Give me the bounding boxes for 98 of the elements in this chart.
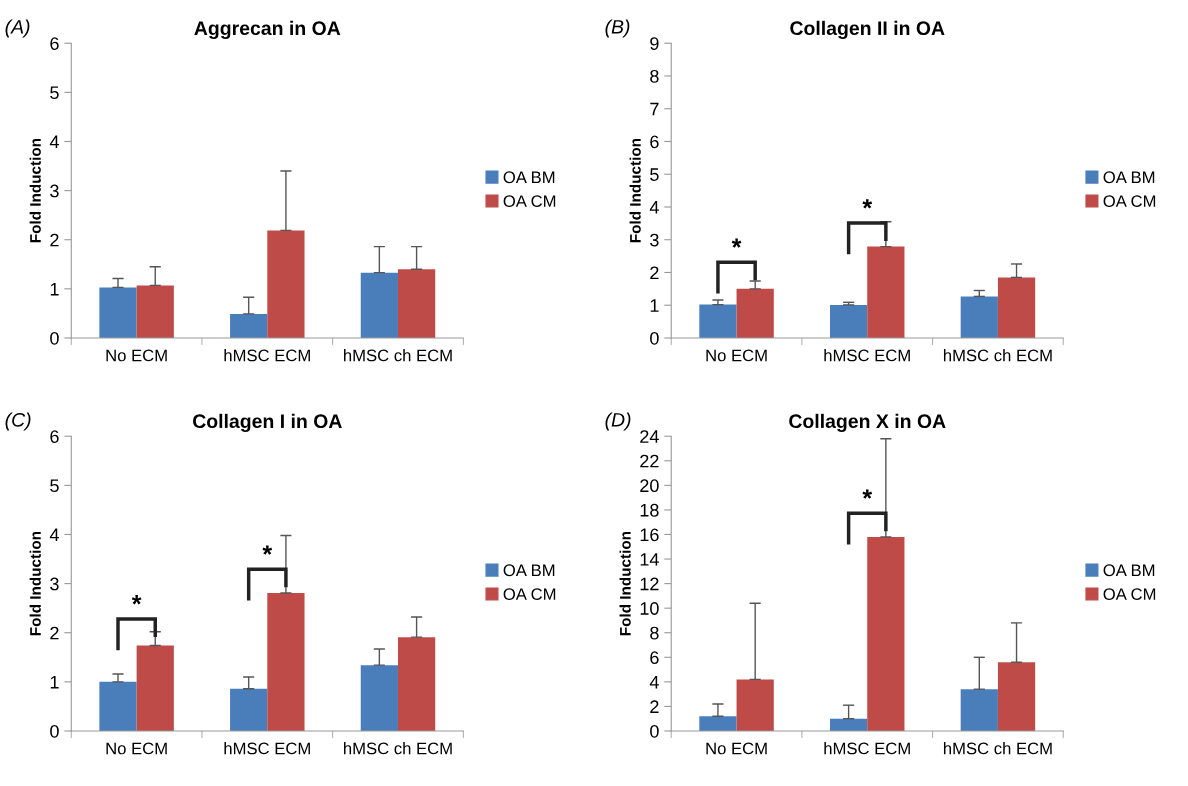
bar xyxy=(136,645,174,731)
text: (B) xyxy=(605,19,630,38)
y-tick-label: 5 xyxy=(50,479,59,493)
legend-label: OA BM xyxy=(1103,171,1155,184)
y-tick-label: 6 xyxy=(650,135,659,149)
y-tick-label: 2 xyxy=(50,626,59,640)
bar xyxy=(736,288,774,338)
chart-title: Collagen I in OA xyxy=(193,413,342,433)
y-tick-label: 8 xyxy=(650,69,659,83)
y-tick-label: 4 xyxy=(649,675,659,689)
y-axis-title: Fold Induction xyxy=(29,531,41,636)
y-tick-label: 2 xyxy=(650,266,659,280)
y-tick-label: 6 xyxy=(650,651,659,665)
legend-label: OA BM xyxy=(503,171,555,184)
bar xyxy=(830,304,868,338)
y-tick-label: 4 xyxy=(649,201,659,214)
y-tick-label: 12 xyxy=(640,577,659,591)
y-tick-label: 2 xyxy=(650,700,659,713)
y-tick-label: 14 xyxy=(640,553,659,566)
legend-label: OA BM xyxy=(503,564,555,577)
y-tick-label: 0 xyxy=(50,331,59,345)
x-tick-label: hMSC ch ECM xyxy=(344,349,452,362)
y-axis-title: Fold Induction xyxy=(629,138,641,243)
y-tick-label: 16 xyxy=(640,528,659,542)
y-tick-label: 8 xyxy=(650,626,659,640)
y-tick-label: 1 xyxy=(50,675,59,689)
y-tick-label: 0 xyxy=(650,724,659,738)
x-tick-label: No ECM xyxy=(106,742,167,755)
x-tick-label: hMSC ECM xyxy=(824,742,910,755)
bar xyxy=(867,536,905,731)
text: (A) xyxy=(5,19,30,38)
bar xyxy=(867,246,905,338)
y-tick-label: 20 xyxy=(640,479,659,493)
y-tick-label: 3 xyxy=(650,233,659,247)
y-tick-label: 18 xyxy=(640,503,659,517)
x-tick-label: No ECM xyxy=(706,742,767,755)
annotation: * xyxy=(731,238,742,248)
bar xyxy=(267,230,305,338)
x-tick-label: hMSC ch ECM xyxy=(943,349,1052,362)
x-tick-label: hMSC ECM xyxy=(224,742,310,755)
y-tick-label: 4 xyxy=(49,135,59,149)
y-tick-label: 3 xyxy=(50,577,59,591)
legend-label: OA CM xyxy=(1103,195,1156,208)
text: (D) xyxy=(605,412,631,431)
bar xyxy=(736,679,774,731)
y-tick-label: 7 xyxy=(650,102,659,116)
bar xyxy=(99,287,137,338)
y-tick-label: 9 xyxy=(650,37,659,50)
chart-title: Collagen X in OA xyxy=(789,413,946,433)
bar xyxy=(230,313,268,338)
x-tick-label: hMSC ch ECM xyxy=(943,742,1052,755)
legend-label: OA CM xyxy=(503,588,556,601)
x-tick-label: hMSC ECM xyxy=(224,349,310,362)
y-tick-label: 6 xyxy=(50,430,59,443)
y-tick-label: 5 xyxy=(50,86,59,100)
bar xyxy=(997,662,1036,731)
bar xyxy=(830,718,868,731)
legend-label: OA CM xyxy=(503,195,556,208)
y-tick-label: 10 xyxy=(640,602,659,615)
y-tick-label: 5 xyxy=(650,168,659,181)
y-tick-label: 24 xyxy=(640,430,659,443)
y-tick-label: 0 xyxy=(50,724,59,738)
y-tick-label: 6 xyxy=(50,37,59,50)
bar xyxy=(267,592,305,731)
y-axis-title: Fold Induction xyxy=(29,138,41,243)
bar xyxy=(997,277,1036,338)
x-tick-label: No ECM xyxy=(106,349,167,362)
annotation: * xyxy=(862,489,873,499)
x-tick-label: No ECM xyxy=(706,349,767,362)
legend-label: OA BM xyxy=(1103,564,1155,577)
chart-title: Collagen II in OA xyxy=(790,20,945,40)
x-tick-label: hMSC ECM xyxy=(824,349,910,362)
bar xyxy=(397,637,436,731)
y-tick-label: 2 xyxy=(50,233,59,247)
bar xyxy=(960,296,998,338)
annotation: * xyxy=(862,199,873,209)
bar xyxy=(960,689,998,731)
text: (C) xyxy=(5,412,31,431)
bar xyxy=(230,688,268,731)
y-tick-label: 0 xyxy=(650,331,659,345)
x-tick-label: hMSC ch ECM xyxy=(344,742,452,755)
annotation: * xyxy=(131,595,142,605)
y-tick-label: 22 xyxy=(640,454,659,468)
chart-title: Aggrecan in OA xyxy=(194,20,341,40)
y-tick-label: 3 xyxy=(50,184,59,198)
y-tick-label: 1 xyxy=(650,299,659,312)
bar xyxy=(699,716,737,731)
legend-label: OA CM xyxy=(1103,588,1156,601)
bar xyxy=(397,269,436,338)
y-tick-label: 4 xyxy=(49,528,59,542)
y-axis-title: Fold Induction xyxy=(619,531,631,636)
annotation: * xyxy=(262,545,273,555)
bar xyxy=(136,285,174,338)
bar xyxy=(699,304,737,338)
bar xyxy=(360,665,398,731)
y-tick-label: 1 xyxy=(50,282,59,296)
bar xyxy=(99,681,137,731)
bar xyxy=(360,272,398,338)
